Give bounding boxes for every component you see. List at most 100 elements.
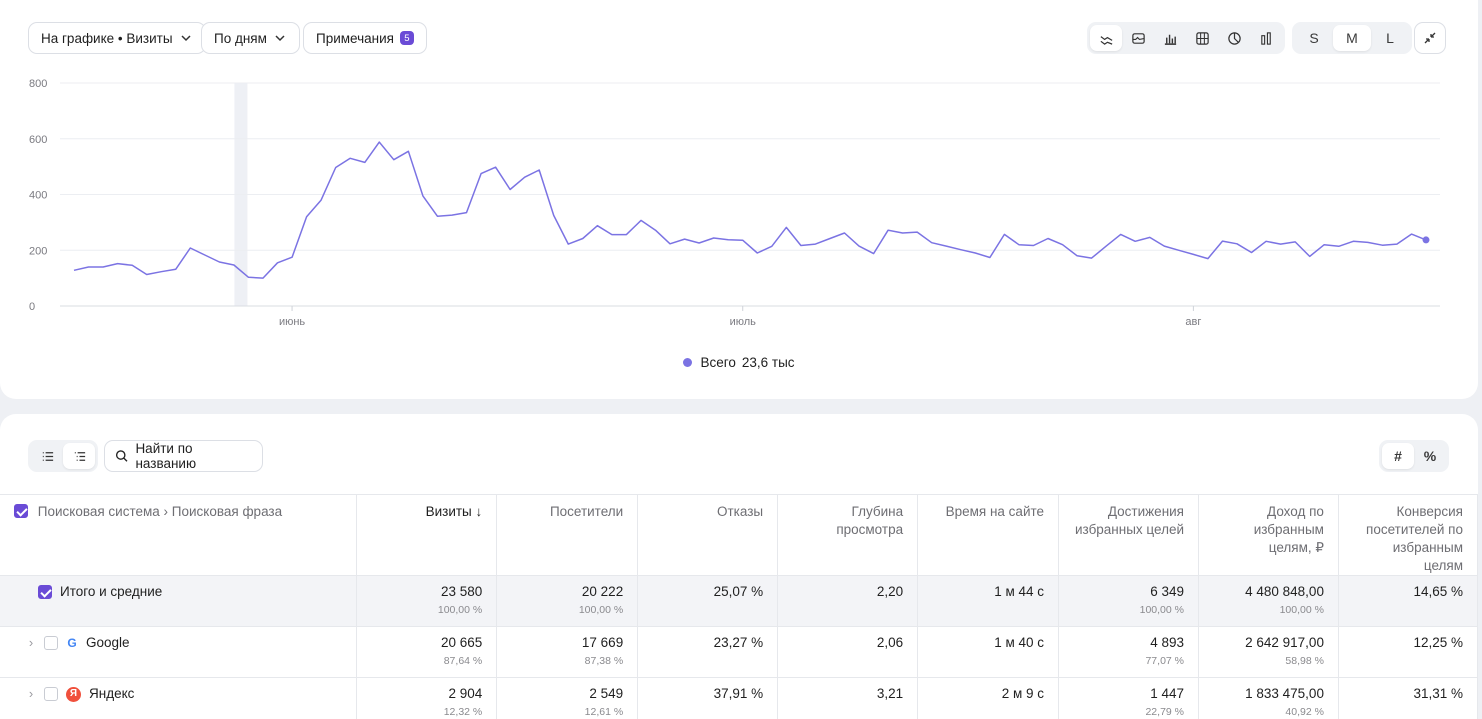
- metric-select[interactable]: На графике • Визиты: [28, 22, 206, 54]
- cell-value: 6 349: [1150, 584, 1184, 599]
- collapse-icon: [1424, 32, 1436, 44]
- tree-mode-switch: [28, 440, 98, 472]
- column-header[interactable]: Отказы: [637, 494, 779, 576]
- cell-share: 22,79 %: [1145, 706, 1184, 718]
- notes-count-badge: 5: [399, 31, 414, 45]
- y-tick-label: 400: [29, 190, 47, 202]
- table-cell: 23 580 100,00 %: [356, 575, 498, 627]
- table-cell: 12,25 %: [1338, 626, 1478, 678]
- x-tick-label: авг: [1185, 316, 1201, 328]
- chevron-right-icon[interactable]: ›: [28, 686, 34, 701]
- row-checkbox[interactable]: [44, 636, 58, 650]
- tree-list-icon[interactable]: [63, 443, 95, 469]
- cell-value: 23 580: [440, 584, 483, 599]
- cell-value: 1 м 44 с: [994, 584, 1045, 599]
- series-line-total: [73, 141, 1427, 279]
- row-label: Яндекс: [89, 686, 135, 701]
- cell-share: 58,98 %: [1285, 655, 1324, 667]
- chevron-down-icon: [181, 35, 191, 42]
- cell-value: 14,65 %: [1413, 584, 1463, 599]
- size-s-button[interactable]: S: [1309, 30, 1319, 46]
- search-input[interactable]: Найти по названию: [104, 440, 263, 472]
- dimension-header-label: Поисковая система › Поисковая фраза: [37, 504, 283, 519]
- collapse-button[interactable]: [1414, 22, 1446, 54]
- table-chart-icon[interactable]: [1186, 25, 1218, 51]
- table-cell: 23,27 %: [637, 626, 779, 678]
- legend-series-name: Всего: [700, 355, 736, 370]
- stacked-area-icon[interactable]: [1122, 25, 1154, 51]
- table-cell: 2 904 12,32 %: [356, 677, 498, 719]
- cell-share: 100,00 %: [437, 604, 483, 616]
- cell-share: 100,00 %: [1279, 604, 1324, 616]
- cell-value: 3,21: [876, 686, 904, 701]
- row-label: Google: [86, 635, 130, 650]
- size-l-button[interactable]: L: [1386, 30, 1394, 46]
- table-cell: 20 222 100,00 %: [496, 575, 639, 627]
- google-icon: G: [67, 636, 77, 650]
- totals-row[interactable]: Итого и средние 23 580 100,00 % 20 222 100,0…: [0, 575, 1478, 627]
- column-header[interactable]: Конверсия посетителей по избранным целям: [1338, 494, 1478, 576]
- row-label: Итого и средние: [60, 584, 163, 599]
- table-row[interactable]: › G Google 20 665 87,64 % 17 669 87,38 % 23,27 …: [0, 626, 1478, 678]
- table-cell: 31,31 %: [1338, 677, 1478, 719]
- cell-share: 12,61 %: [584, 706, 624, 718]
- table-cell: 1 833 475,00 40,92 %: [1198, 677, 1339, 719]
- cell-value: 2,06: [876, 635, 904, 650]
- percent-mode-button[interactable]: %: [1423, 448, 1437, 464]
- cell-value: 2 м 9 с: [1001, 686, 1045, 701]
- row-dimension-cell: Итого и средние: [0, 575, 358, 627]
- cell-value: 1 833 475,00: [1245, 686, 1324, 701]
- cell-share: 40,92 %: [1285, 706, 1324, 718]
- line-chart-icon[interactable]: [1090, 25, 1122, 51]
- search-placeholder: Найти по названию: [135, 441, 197, 471]
- table-cell: 2 м 9 с: [917, 677, 1060, 719]
- column-header[interactable]: Доход по избранным целям, ₽: [1198, 494, 1339, 576]
- chevron-right-icon[interactable]: ›: [28, 635, 34, 650]
- cell-value: 25,07 %: [713, 584, 764, 599]
- period-select[interactable]: По дням: [201, 22, 300, 54]
- row-checkbox[interactable]: [44, 687, 58, 701]
- table-cell: 20 665 87,64 %: [356, 626, 498, 678]
- flat-list-icon[interactable]: [31, 443, 63, 469]
- report-table: Поисковая система › Поисковая фраза Визи…: [0, 494, 1478, 719]
- chart-legend[interactable]: Всего 23,6 тыс: [0, 355, 1478, 370]
- cell-value: 37,91 %: [713, 686, 764, 701]
- size-m-button[interactable]: M: [1333, 25, 1371, 51]
- search-icon: [115, 450, 128, 462]
- table-row[interactable]: › Я Яндекс 2 904 12,32 % 2 549 12,61 % 37,91 % 3…: [0, 677, 1478, 719]
- select-all-checkbox[interactable]: [14, 504, 28, 518]
- column-chart-icon[interactable]: [1250, 25, 1282, 51]
- column-header[interactable]: Достижения избранных целей: [1058, 494, 1199, 576]
- x-tick-label: июль: [730, 316, 757, 328]
- legend-color-dot: [683, 358, 693, 367]
- table-cell: 3,21: [777, 677, 919, 719]
- row-checkbox[interactable]: [38, 585, 52, 599]
- table-header-row: Поисковая система › Поисковая фраза Визи…: [0, 494, 1478, 576]
- table-cell: 25,07 %: [637, 575, 779, 627]
- y-tick-label: 600: [29, 134, 47, 146]
- period-select-label: По дням: [214, 30, 267, 46]
- cell-value: 23,27 %: [713, 635, 764, 650]
- pie-chart-icon[interactable]: [1218, 25, 1250, 51]
- x-tick-label: июнь: [279, 316, 305, 328]
- cell-share: 100,00 %: [578, 604, 624, 616]
- column-header[interactable]: Визиты ↓: [356, 494, 498, 576]
- cell-value: 17 669: [581, 635, 624, 650]
- column-header[interactable]: Время на сайте: [917, 494, 1060, 576]
- cell-value: 20 665: [440, 635, 483, 650]
- table-cell: 1 м 40 с: [917, 626, 1060, 678]
- column-header[interactable]: Глубина просмотра: [777, 494, 919, 576]
- cell-value: 4 480 848,00: [1245, 584, 1324, 599]
- y-tick-label: 0: [29, 301, 35, 313]
- dimension-header[interactable]: Поисковая система › Поисковая фраза: [0, 494, 358, 576]
- cell-value: 20 222: [581, 584, 624, 599]
- cell-value: 12,25 %: [1413, 635, 1463, 650]
- table-cell: 6 349 100,00 %: [1058, 575, 1199, 627]
- bar-chart-icon[interactable]: [1154, 25, 1186, 51]
- notes-button[interactable]: Примечания 5: [303, 22, 427, 54]
- table-panel: Найти по названию # % Поисковая система …: [0, 414, 1478, 719]
- cell-share: 12,32 %: [443, 706, 483, 718]
- cell-value: 1 м 40 с: [994, 635, 1045, 650]
- column-header[interactable]: Посетители: [496, 494, 639, 576]
- absolute-mode-button[interactable]: #: [1382, 443, 1414, 469]
